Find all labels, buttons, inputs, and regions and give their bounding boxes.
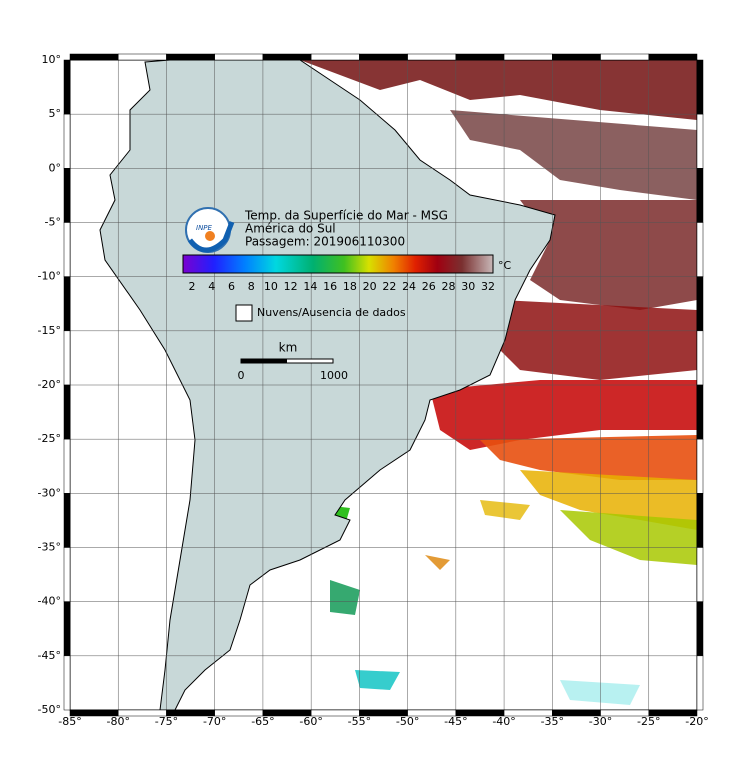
colorbar-tick-label: 12 bbox=[284, 280, 298, 293]
logo: INPE bbox=[196, 224, 213, 232]
pass: Passagem: 201906110300 bbox=[245, 235, 405, 249]
colorbar-tick-label: 14 bbox=[303, 280, 317, 293]
frame-segment bbox=[63, 438, 71, 494]
lat-label: 10° bbox=[42, 53, 62, 66]
colorbar-tick-label: 24 bbox=[402, 280, 416, 293]
frame-segment bbox=[696, 113, 704, 169]
lon-label: -25° bbox=[637, 715, 660, 728]
frame-segment bbox=[696, 438, 704, 494]
frame-segment bbox=[696, 601, 704, 657]
frame-segment bbox=[63, 547, 71, 602]
frame-segment bbox=[63, 168, 71, 223]
frame-segment bbox=[696, 655, 704, 711]
frame-segment bbox=[407, 53, 457, 61]
frame-segment bbox=[117, 53, 167, 61]
frame-segment bbox=[63, 384, 71, 440]
colorbar-tick-label: 4 bbox=[208, 280, 215, 293]
scale-label: 0 bbox=[238, 369, 245, 382]
colorbar-tick-label: 2 bbox=[189, 280, 196, 293]
frame-segment bbox=[696, 384, 704, 440]
lon-label: -70° bbox=[203, 715, 226, 728]
colorbar-tick-label: 20 bbox=[363, 280, 377, 293]
frame-segment bbox=[359, 53, 408, 61]
frame-segment bbox=[696, 168, 704, 223]
frame-segment bbox=[166, 53, 215, 61]
colorbar-unit: °C bbox=[498, 259, 512, 272]
lon-label: -20° bbox=[685, 715, 708, 728]
frame-segment bbox=[310, 53, 360, 61]
colorbar-tick-label: 26 bbox=[422, 280, 436, 293]
subtitle: América do Sul bbox=[245, 222, 336, 236]
frame-segment bbox=[503, 53, 553, 61]
lat-label: 5° bbox=[49, 107, 62, 120]
colorbar-tick-label: 22 bbox=[382, 280, 396, 293]
lon-label: -50° bbox=[396, 715, 419, 728]
frame-segment bbox=[69, 53, 119, 61]
lat-label: -45° bbox=[38, 649, 61, 662]
frame-segment bbox=[696, 222, 704, 277]
frame-segment bbox=[600, 53, 650, 61]
frame-segment bbox=[552, 53, 601, 61]
legend-text: Nuvens/Ausencia de dados bbox=[257, 306, 406, 319]
scale-label: 1000 bbox=[320, 369, 348, 382]
lon-label: -75° bbox=[155, 715, 178, 728]
lat-label: -5° bbox=[45, 216, 61, 229]
lat-label: -50° bbox=[38, 703, 61, 716]
colorbar-tick-label: 32 bbox=[481, 280, 495, 293]
frame-segment bbox=[696, 276, 704, 332]
lon-label: -40° bbox=[492, 715, 515, 728]
frame-segment bbox=[63, 59, 71, 115]
frame-segment bbox=[455, 53, 505, 61]
lon-label: -85° bbox=[58, 715, 81, 728]
colorbar-tick-label: 28 bbox=[442, 280, 456, 293]
lon-label: -80° bbox=[106, 715, 129, 728]
colorbar-tick-label: 6 bbox=[228, 280, 235, 293]
lat-label: -20° bbox=[38, 378, 61, 391]
frame-segment bbox=[648, 709, 698, 717]
scale-bar-fill bbox=[241, 359, 287, 363]
map-area bbox=[70, 60, 697, 710]
frame-segment bbox=[696, 547, 704, 602]
frame-segment bbox=[214, 53, 264, 61]
title: Temp. da Superfície do Mar - MSG bbox=[244, 209, 448, 223]
frame-segment bbox=[63, 330, 71, 386]
lon-label: -55° bbox=[348, 715, 371, 728]
lon-label: -60° bbox=[299, 715, 322, 728]
colorbar-tick-label: 30 bbox=[461, 280, 475, 293]
colorbar-tick-label: 16 bbox=[323, 280, 337, 293]
lon-label: -30° bbox=[589, 715, 612, 728]
frame-segment bbox=[63, 655, 71, 711]
frame-segment bbox=[63, 493, 71, 548]
colorbar-tick-label: 10 bbox=[264, 280, 278, 293]
frame-segment bbox=[696, 493, 704, 548]
lat-label: -25° bbox=[38, 432, 61, 445]
lat-label: -10° bbox=[38, 270, 61, 283]
colorbar bbox=[182, 254, 494, 274]
lat-label: -15° bbox=[38, 324, 61, 337]
scale-unit: km bbox=[279, 341, 298, 355]
frame-segment bbox=[63, 601, 71, 657]
frame-segment bbox=[63, 276, 71, 332]
frame-segment bbox=[648, 53, 698, 61]
frame-segment bbox=[63, 113, 71, 169]
colorbar-tick-label: 18 bbox=[343, 280, 357, 293]
lon-label: -45° bbox=[444, 715, 467, 728]
lon-label: -35° bbox=[541, 715, 564, 728]
legend-swatch bbox=[235, 304, 253, 322]
lat-label: 0° bbox=[49, 161, 62, 174]
lat-label: -30° bbox=[38, 486, 61, 499]
frame-segment bbox=[262, 53, 312, 61]
frame-segment bbox=[696, 59, 704, 115]
frame-segment bbox=[63, 222, 71, 277]
lat-label: -40° bbox=[38, 595, 61, 608]
frame-segment bbox=[696, 330, 704, 386]
lon-label: -65° bbox=[251, 715, 274, 728]
colorbar-tick-label: 8 bbox=[248, 280, 255, 293]
lat-label: -35° bbox=[38, 541, 61, 554]
